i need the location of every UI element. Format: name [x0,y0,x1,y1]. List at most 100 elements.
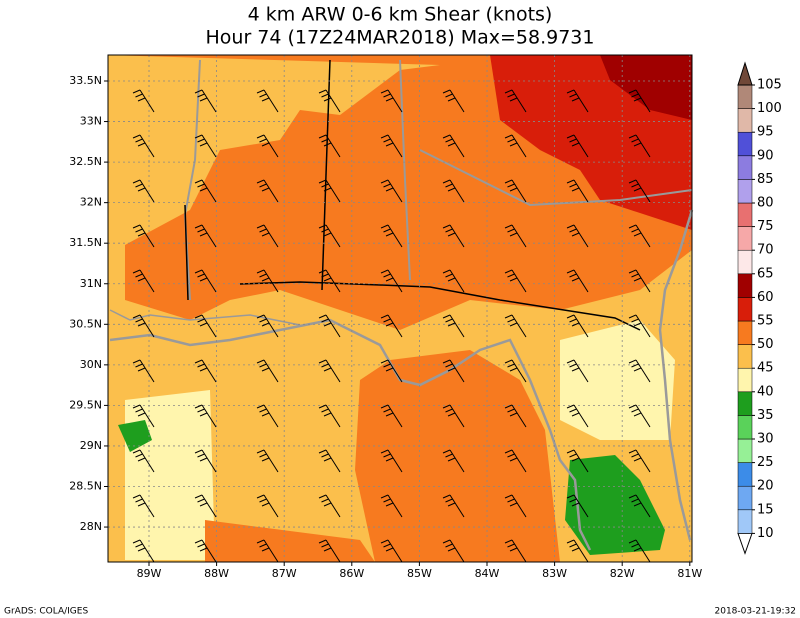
barb-flag [135,453,143,458]
map-fill [108,55,692,562]
barb-flag [447,187,456,192]
barb-flag [442,404,451,409]
barb-flag [256,269,265,274]
barb-flag [259,318,267,323]
colorbar-bin [737,462,753,487]
barb-flag [383,363,391,368]
barb-flag [507,93,515,98]
colorbar-label: 10 [757,526,774,541]
wind-barb [256,224,279,248]
barb-flag [318,494,327,499]
barb-flag [569,183,577,188]
wind-barb [194,359,217,383]
barb-flag [321,453,329,458]
colorbar-bin [737,202,753,227]
barb-flag [507,408,515,413]
barb-flag [380,179,389,184]
wind-barb [442,134,465,158]
barb-flag [447,142,456,147]
wind-barb [628,89,651,113]
colorbar-label: 20 [757,479,774,494]
wind-barb [442,494,465,518]
barb-flag [447,412,456,417]
barb-flag [571,457,580,462]
barb-flag [261,322,270,327]
barb-flag [135,408,143,413]
barb-flag [383,228,391,233]
wind-barb [566,314,589,338]
barb-flag [385,322,394,327]
wind-barb [380,404,403,428]
lat-label: 31N [80,277,102,290]
barb-flag [509,412,518,417]
barb-flag [631,138,639,143]
colorbar-label: 80 [757,196,774,211]
barb-flag [194,269,203,274]
wind-barb [194,134,217,158]
colorbar-bin [737,84,753,109]
wind-barb [194,224,217,248]
barb-flag [197,138,205,143]
barb-flag [135,498,143,503]
barb-flag [628,224,637,229]
wind-barb [566,134,589,158]
colorbar-label: 25 [757,455,774,470]
colorbar-bin [737,509,753,534]
barb-flag [509,277,518,282]
barb-flag [507,543,515,548]
barb-flag [442,449,451,454]
barb-flag [504,269,513,274]
barb-flag [199,97,208,102]
barb-flag [256,404,265,409]
wind-barb [194,449,217,473]
barb-flag [385,502,394,507]
barb-flag [256,134,265,139]
barb-flag [571,412,580,417]
barb-flag [631,363,639,368]
barb-flag [445,228,453,233]
barb-flag [380,224,389,229]
barb-flag [445,363,453,368]
barb-flag [569,273,577,278]
barb-flag [445,273,453,278]
colorbar-label: 90 [757,148,774,163]
wind-barb [566,89,589,113]
barb-flag [132,134,141,139]
wind-barb [194,314,217,338]
colorbar-label: 45 [757,361,774,376]
barb-flag [321,408,329,413]
barb-flag [259,453,267,458]
barb-flag [194,134,203,139]
wind-barb [504,494,527,518]
lon-label: 82W [610,567,635,580]
wind-barb [442,179,465,203]
barb-flag [442,494,451,499]
barb-flag [137,187,146,192]
wind-barb [566,404,589,428]
barb-flag [194,179,203,184]
barb-flag [132,314,141,319]
barb-flag [199,457,208,462]
barb-flag [261,457,270,462]
wind-barb [504,404,527,428]
lon-label: 83W [542,567,567,580]
barb-flag [197,273,205,278]
barb-flag [132,449,141,454]
barb-flag [569,93,577,98]
barb-flag [569,363,577,368]
barb-flag [256,224,265,229]
wind-barb [194,494,217,518]
barb-flag [509,547,518,552]
barb-flag [199,502,208,507]
wind-barb [256,359,279,383]
barb-flag [318,449,327,454]
lon-label: 89W [137,567,162,580]
barb-flag [256,449,265,454]
title-line-1: 4 km ARW 0-6 km Shear (knots) [248,4,553,26]
barb-flag [631,228,639,233]
barb-flag [633,367,642,372]
barb-flag [442,89,451,94]
barb-flag [504,359,513,364]
barb-flag [569,318,577,323]
barb-flag [445,138,453,143]
